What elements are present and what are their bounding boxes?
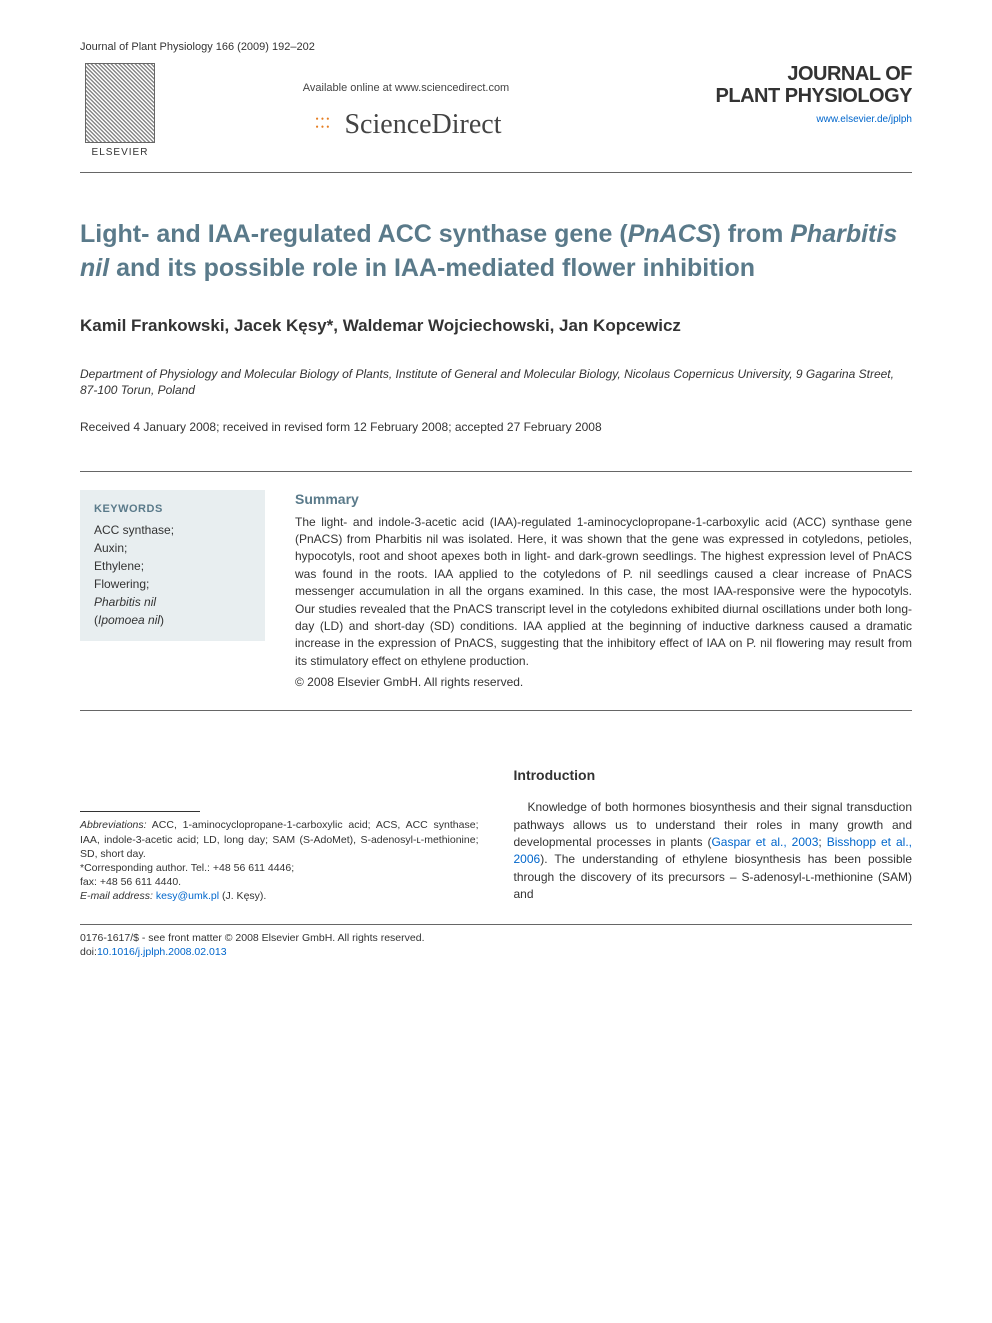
doi-link[interactable]: 10.1016/j.jplph.2008.02.013 xyxy=(97,946,227,958)
email-author: (J. Kęsy). xyxy=(219,890,266,902)
elsevier-logo xyxy=(85,63,155,143)
header-divider xyxy=(80,172,912,173)
email-label: E-mail address: xyxy=(80,890,153,902)
citation-header: Journal of Plant Physiology 166 (2009) 1… xyxy=(80,40,912,55)
keyword-item: Flowering; xyxy=(94,577,149,591)
left-column: Abbreviations: ACC, 1-aminocyclopropane-… xyxy=(80,766,479,904)
journal-url-link[interactable]: www.elsevier.de/jplph xyxy=(652,113,912,127)
footer-divider xyxy=(80,924,912,925)
platform-block: Available online at www.sciencedirect.co… xyxy=(160,63,652,144)
sciencedirect-logo: ScienceDirect xyxy=(160,105,652,144)
citation-link[interactable]: Gaspar et al., 2003 xyxy=(711,835,818,849)
journal-block: JOURNAL OF PLANT PHYSIOLOGY www.elsevier… xyxy=(652,63,912,127)
corresp-fax: fax: +48 56 611 4440. xyxy=(80,876,181,888)
summary-body: The light- and indole-3-acetic acid (IAA… xyxy=(295,515,912,668)
title-italic: PnACS xyxy=(628,220,713,248)
available-online-text: Available online at www.sciencedirect.co… xyxy=(160,81,652,96)
sciencedirect-dots-icon xyxy=(310,115,340,137)
keyword-item: Pharbitis nil xyxy=(94,595,156,609)
intro-body: ). The understanding of ethylene biosynt… xyxy=(514,852,913,901)
journal-title-line2: PLANT PHYSIOLOGY xyxy=(716,85,912,107)
abbrev-label: Abbreviations: xyxy=(80,819,147,831)
abbreviations-footnote: Abbreviations: ACC, 1-aminocyclopropane-… xyxy=(80,818,479,861)
intro-body: ; xyxy=(818,835,826,849)
summary-text: The light- and indole-3-acetic acid (IAA… xyxy=(295,514,912,692)
affiliation: Department of Physiology and Molecular B… xyxy=(80,366,912,400)
keyword-item: ) xyxy=(160,613,164,627)
keywords-list: ACC synthase; Auxin; Ethylene; Flowering… xyxy=(94,521,251,629)
footer-copyright: 0176-1617/$ - see front matter © 2008 El… xyxy=(80,932,424,944)
introduction-heading: Introduction xyxy=(514,766,913,786)
title-text: ) from xyxy=(712,220,790,248)
journal-title-line1: JOURNAL OF xyxy=(787,63,912,85)
corresp-tel: *Corresponding author. Tel.: +48 56 611 … xyxy=(80,862,294,874)
journal-title: JOURNAL OF PLANT PHYSIOLOGY xyxy=(652,63,912,107)
keyword-item: Ipomoea nil xyxy=(98,613,160,627)
summary-block: Summary The light- and indole-3-acetic a… xyxy=(295,490,912,692)
keywords-box: KEYWORDS ACC synthase; Auxin; Ethylene; … xyxy=(80,490,265,641)
right-column: Introduction Knowledge of both hormones … xyxy=(514,766,913,904)
keyword-item: ACC synthase; xyxy=(94,523,174,537)
corresponding-author-footnote: *Corresponding author. Tel.: +48 56 611 … xyxy=(80,861,479,889)
title-text: Light- and IAA-regulated ACC synthase ge… xyxy=(80,220,628,248)
page-footer: 0176-1617/$ - see front matter © 2008 El… xyxy=(80,931,912,960)
platform-name: ScienceDirect xyxy=(344,109,501,140)
body-columns: Abbreviations: ACC, 1-aminocyclopropane-… xyxy=(80,766,912,904)
title-text: and its possible role in IAA-mediated fl… xyxy=(109,254,755,282)
summary-copyright: © 2008 Elsevier GmbH. All rights reserve… xyxy=(295,674,912,691)
email-link[interactable]: kesy@umk.pl xyxy=(156,890,219,902)
email-footnote: E-mail address: kesy@umk.pl (J. Kęsy). xyxy=(80,889,479,903)
article-title: Light- and IAA-regulated ACC synthase ge… xyxy=(80,218,912,286)
summary-heading: Summary xyxy=(295,490,912,510)
publisher-name: ELSEVIER xyxy=(92,146,149,160)
authors-list: Kamil Frankowski, Jacek Kęsy*, Waldemar … xyxy=(80,314,912,338)
header-row: ELSEVIER Available online at www.science… xyxy=(80,63,912,160)
publisher-block: ELSEVIER xyxy=(80,63,160,160)
keyword-item: Auxin; xyxy=(94,541,127,555)
doi-label: doi: xyxy=(80,946,97,958)
keyword-item: Ethylene; xyxy=(94,559,144,573)
introduction-text: Knowledge of both hormones biosynthesis … xyxy=(514,799,913,903)
abstract-section: KEYWORDS ACC synthase; Auxin; Ethylene; … xyxy=(80,471,912,711)
article-dates: Received 4 January 2008; received in rev… xyxy=(80,419,912,436)
keywords-heading: KEYWORDS xyxy=(94,502,251,517)
footnote-divider xyxy=(80,811,200,812)
